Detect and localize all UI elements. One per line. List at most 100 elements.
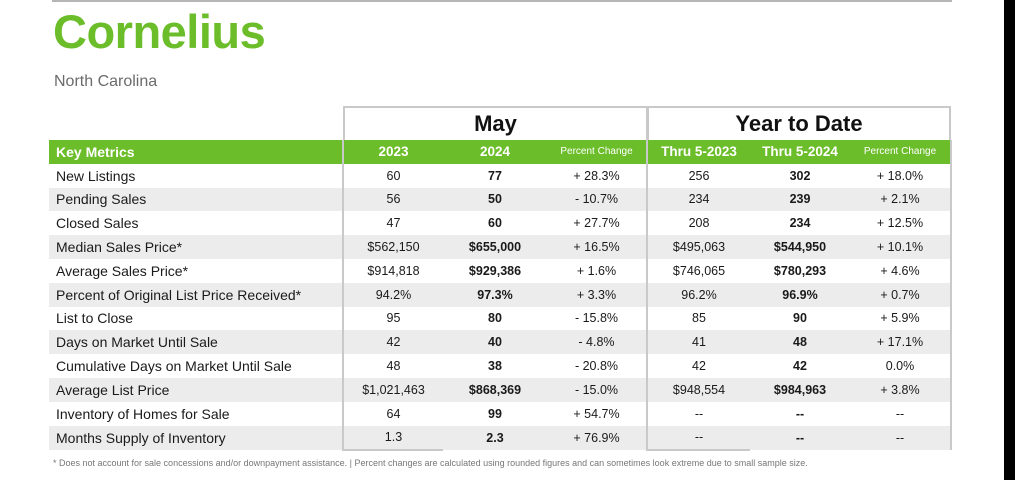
cell-ytd-2024: 42 (793, 359, 807, 374)
cell-ytd-2023: 85 (646, 306, 750, 331)
cell-ytd-percent-change: -- (850, 401, 952, 426)
header-ytd-2024: Thru 5-2024 (750, 140, 850, 164)
metric-label: List to Close (56, 310, 134, 327)
cell-ytd-2024: 302 (789, 168, 811, 183)
cell-may-2023: 1.3 (342, 425, 443, 452)
group-header-ytd: Year to Date (647, 106, 951, 140)
metric-label: Average Sales Price* (56, 262, 189, 279)
cell-may-2023: 56 (342, 187, 443, 212)
metric-label: Days on Market Until Sale (49, 330, 343, 355)
cell-ytd-2023: 234 (646, 187, 750, 212)
cell-may-2024: $929,386 (468, 263, 522, 278)
page-title: Cornelius (53, 5, 266, 58)
metric-label: Pending Sales (49, 187, 343, 212)
cell-ytd-2024: -- (795, 406, 805, 421)
cell-may-2024: 40 (443, 330, 547, 355)
cell-may-percent-change: - 20.8% (574, 359, 619, 374)
table-row: New Listings 60 77 + 28.3% 256 302 + 18.0% (49, 163, 952, 188)
table-row: Inventory of Homes for Sale 64 99 + 54.7% --… (49, 401, 952, 426)
cell-may-2023: 60 (342, 163, 443, 188)
cell-ytd-2023: 96.2% (646, 282, 750, 307)
cell-ytd-2024: 239 (750, 187, 850, 212)
header-may-2023: 2023 (342, 140, 443, 164)
cell-ytd-percent-change: 0.0% (850, 354, 952, 378)
cell-may-percent-change: - 4.8% (547, 330, 647, 355)
cell-may-2023: $562,150 (342, 235, 443, 259)
cell-ytd-2024: $544,950 (750, 235, 850, 259)
top-rule (52, 0, 952, 2)
cell-ytd-percent-change: + 12.5% (850, 211, 952, 236)
header-may-2024: 2024 (443, 140, 547, 164)
cell-ytd-percent-change: + 0.7% (850, 282, 952, 307)
header-may-percent-change: Percent Change (547, 140, 647, 164)
cell-ytd-2023: 208 (646, 211, 750, 236)
cell-may-2023: 94.2% (342, 282, 443, 307)
table-row: Months Supply of Inventory 1.3 2.3 + 76.9% -… (49, 425, 952, 452)
table-row: Cumulative Days on Market Until Sale 48 38… (49, 354, 952, 378)
cell-ytd-2023: $948,554 (646, 377, 750, 402)
metric-label: Months Supply of Inventory (49, 425, 343, 451)
cell-ytd-2024: $984,963 (750, 377, 850, 402)
cell-ytd-2024: 234 (789, 216, 811, 231)
cell-may-percent-change: + 28.3% (573, 168, 620, 183)
cell-may-2024: $655,000 (443, 235, 547, 259)
metrics-table: Key Metrics 2023 2024 Percent Change Thr… (49, 140, 952, 452)
window-edge (1004, 0, 1015, 480)
cell-may-percent-change: + 16.5% (547, 235, 647, 259)
cell-ytd-percent-change: -- (850, 425, 952, 451)
table-row: Median Sales Price* $562,150 $655,000 + 16.… (49, 235, 952, 259)
cell-ytd-percent-change: + 10.1% (850, 235, 952, 259)
cell-may-2024: 80 (488, 311, 502, 326)
group-header-may: May (343, 106, 648, 140)
cell-ytd-2024: $780,293 (773, 263, 827, 278)
cell-may-2024: 97.3% (443, 282, 547, 307)
metric-label: Percent of Original List Price Received* (49, 282, 343, 307)
cell-may-percent-change: + 27.7% (573, 216, 620, 231)
page-subtitle: North Carolina (54, 73, 158, 90)
cell-may-percent-change: - 10.7% (547, 187, 647, 212)
cell-ytd-percent-change: + 5.9% (850, 306, 952, 331)
cell-may-2024: 77 (488, 168, 502, 183)
metric-label: New Listings (56, 167, 136, 184)
cell-may-percent-change: + 54.7% (573, 406, 620, 421)
table-row: Average Sales Price* $914,818 $929,386 + 1.… (49, 258, 952, 283)
cell-ytd-2023: 42 (646, 354, 750, 378)
cell-ytd-2023: -- (646, 425, 750, 452)
cell-may-percent-change: - 15.8% (574, 311, 619, 326)
cell-may-2023: 64 (342, 401, 443, 426)
cell-may-2023: $914,818 (342, 258, 443, 283)
table-row: List to Close 95 80 - 15.8% 85 90 + 5.9% (49, 306, 952, 331)
cell-may-percent-change: - 15.0% (547, 377, 647, 402)
cell-may-2024: 99 (488, 406, 502, 421)
cell-may-2023: $1,021,463 (342, 377, 443, 402)
cell-may-2023: 48 (342, 354, 443, 378)
cell-ytd-2023: -- (646, 401, 750, 426)
metric-label: Average List Price (49, 377, 343, 402)
cell-ytd-percent-change: + 3.8% (850, 377, 952, 402)
table-row: Closed Sales 47 60 + 27.7% 208 234 + 12.5% (49, 211, 952, 236)
header-ytd-percent-change: Percent Change (850, 140, 952, 164)
cell-may-2024: 60 (488, 216, 502, 231)
cell-ytd-2023: $746,065 (646, 258, 750, 283)
cell-may-2024: 50 (443, 187, 547, 212)
table-row: Pending Sales 56 50- 10.7% 234 239 + 2.1% (49, 187, 952, 212)
cell-may-2023: 95 (342, 306, 443, 331)
cell-may-2023: 42 (342, 330, 443, 355)
cell-ytd-2023: 41 (646, 330, 750, 355)
cell-ytd-2024: 96.9% (750, 282, 850, 307)
table-row: Percent of Original List Price Received*… (49, 282, 952, 307)
cell-ytd-2023: 256 (646, 163, 750, 188)
cell-ytd-2024: 90 (793, 311, 807, 326)
cell-may-percent-change: + 3.3% (547, 282, 647, 307)
cell-may-percent-change: + 76.9% (547, 425, 647, 451)
cell-ytd-2024: -- (750, 425, 850, 451)
metric-label: Median Sales Price* (49, 235, 343, 259)
table-row: Days on Market Until Sale 42 40- 4.8% 41 48 +… (49, 330, 952, 355)
cell-ytd-2023: $495,063 (646, 235, 750, 259)
cell-may-2023: 47 (342, 211, 443, 236)
metric-label: Inventory of Homes for Sale (56, 405, 230, 422)
cell-ytd-2024: 48 (750, 330, 850, 355)
cell-may-2024: 38 (488, 359, 502, 374)
cell-may-2024: 2.3 (443, 425, 547, 451)
header-ytd-2023: Thru 5-2023 (646, 140, 750, 164)
